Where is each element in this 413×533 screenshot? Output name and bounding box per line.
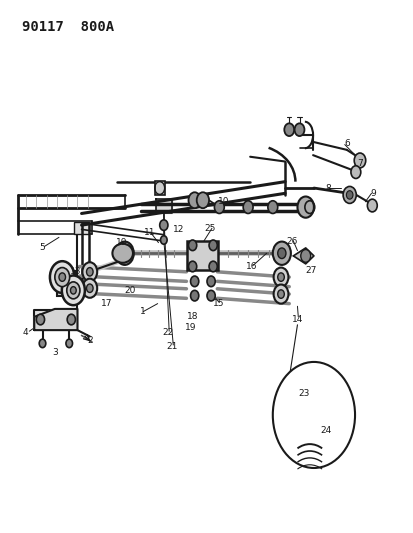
Text: 2: 2 [87,336,93,345]
Circle shape [86,284,93,293]
Text: 5: 5 [39,244,45,253]
Circle shape [66,339,72,348]
Circle shape [242,201,252,214]
Text: 4: 4 [22,328,28,337]
Circle shape [214,201,224,214]
Circle shape [188,192,200,208]
Circle shape [55,268,69,287]
Text: 23: 23 [297,389,309,398]
Circle shape [190,276,198,287]
Circle shape [82,262,97,281]
Circle shape [65,314,73,325]
Circle shape [115,241,133,265]
Text: 14: 14 [291,315,302,324]
Circle shape [206,276,215,287]
Circle shape [209,240,217,251]
Text: 1: 1 [140,307,146,316]
Bar [187,241,218,270]
Circle shape [50,261,74,293]
Circle shape [294,123,304,136]
Circle shape [188,261,196,272]
Text: 15: 15 [212,299,224,308]
Circle shape [66,282,80,299]
Text: 17: 17 [100,299,112,308]
Circle shape [300,249,310,262]
Text: 10: 10 [217,197,229,206]
Text: 24: 24 [320,426,331,435]
Polygon shape [34,309,77,330]
Circle shape [209,261,217,272]
Circle shape [273,268,288,287]
Text: 7: 7 [356,159,362,167]
Text: 6: 6 [343,139,349,148]
Text: 16: 16 [245,262,256,271]
Text: 12: 12 [173,225,184,234]
Circle shape [354,153,365,168]
Text: 21: 21 [166,342,177,351]
Circle shape [277,273,284,281]
Text: 19: 19 [184,323,196,332]
Text: 26: 26 [286,237,297,246]
Circle shape [342,187,356,204]
Text: 90117  800A: 90117 800A [22,20,114,34]
Text: 11: 11 [143,228,155,237]
Circle shape [159,220,168,230]
Text: 20: 20 [124,286,135,295]
Circle shape [160,236,167,244]
Bar [57,271,76,296]
Circle shape [62,276,85,305]
Circle shape [120,248,128,259]
Bar [154,181,164,195]
Text: 25: 25 [204,224,216,233]
Circle shape [82,279,97,298]
Circle shape [59,273,65,281]
Circle shape [67,314,75,325]
Bar [74,222,88,234]
Circle shape [190,290,198,301]
Circle shape [38,314,47,325]
Circle shape [36,314,45,325]
Text: 9: 9 [370,189,375,198]
Ellipse shape [112,244,133,263]
Text: 18: 18 [186,312,198,321]
Text: 8: 8 [325,183,330,192]
Circle shape [346,191,352,199]
Circle shape [277,248,285,259]
Circle shape [284,123,294,136]
Circle shape [188,240,196,251]
Circle shape [206,290,215,301]
Polygon shape [155,199,172,214]
Circle shape [272,241,290,265]
Circle shape [267,201,277,214]
Text: 22: 22 [162,328,173,337]
Polygon shape [34,310,77,327]
Circle shape [277,290,284,298]
Circle shape [39,339,46,348]
Circle shape [70,287,76,294]
Circle shape [272,362,354,468]
Circle shape [366,199,376,212]
Circle shape [350,166,360,179]
Text: 27: 27 [305,266,316,275]
Text: 13: 13 [69,268,81,276]
Polygon shape [293,248,313,264]
Circle shape [196,192,209,208]
Circle shape [297,197,313,217]
Text: 19: 19 [116,238,127,247]
Text: 3: 3 [52,348,57,357]
Circle shape [273,285,288,304]
Circle shape [86,268,93,276]
